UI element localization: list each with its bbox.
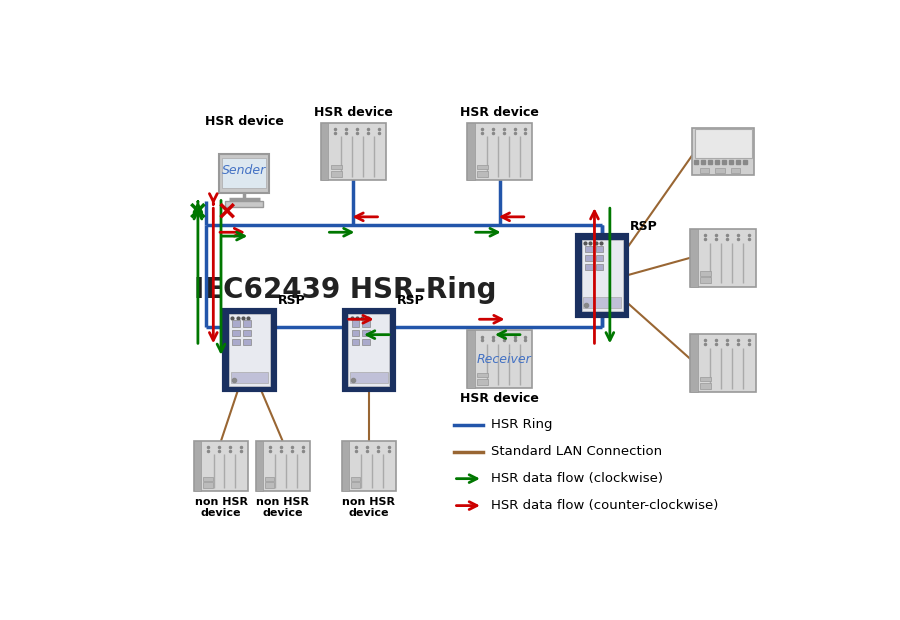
FancyBboxPatch shape <box>477 373 488 378</box>
Text: HSR Ring: HSR Ring <box>491 418 552 432</box>
FancyBboxPatch shape <box>232 321 240 327</box>
FancyBboxPatch shape <box>320 123 386 180</box>
FancyBboxPatch shape <box>596 246 603 252</box>
FancyBboxPatch shape <box>467 330 474 388</box>
FancyBboxPatch shape <box>330 165 341 169</box>
FancyBboxPatch shape <box>330 171 341 177</box>
Text: HSR device: HSR device <box>314 106 393 119</box>
FancyBboxPatch shape <box>352 330 359 336</box>
FancyBboxPatch shape <box>695 129 752 157</box>
FancyBboxPatch shape <box>256 441 263 490</box>
FancyBboxPatch shape <box>224 309 274 391</box>
FancyBboxPatch shape <box>256 441 310 490</box>
FancyBboxPatch shape <box>700 271 711 276</box>
FancyBboxPatch shape <box>265 482 274 487</box>
Text: Sender: Sender <box>222 164 266 177</box>
FancyBboxPatch shape <box>363 339 370 345</box>
Text: HSR device: HSR device <box>204 115 284 128</box>
FancyBboxPatch shape <box>690 334 698 392</box>
Text: non HSR
device: non HSR device <box>342 497 395 518</box>
FancyBboxPatch shape <box>320 123 328 180</box>
FancyBboxPatch shape <box>232 339 240 345</box>
FancyBboxPatch shape <box>467 123 533 180</box>
FancyBboxPatch shape <box>596 255 603 261</box>
FancyBboxPatch shape <box>203 482 212 487</box>
FancyBboxPatch shape <box>243 339 251 345</box>
FancyBboxPatch shape <box>363 321 370 327</box>
FancyBboxPatch shape <box>700 169 709 173</box>
FancyBboxPatch shape <box>700 383 711 389</box>
FancyBboxPatch shape <box>700 277 711 283</box>
FancyBboxPatch shape <box>577 235 627 316</box>
FancyBboxPatch shape <box>243 330 251 336</box>
FancyBboxPatch shape <box>585 246 592 252</box>
FancyBboxPatch shape <box>467 330 533 388</box>
FancyBboxPatch shape <box>477 379 488 385</box>
Text: Receiver: Receiver <box>476 353 531 366</box>
Text: RSP: RSP <box>277 294 305 308</box>
FancyBboxPatch shape <box>342 441 349 490</box>
FancyBboxPatch shape <box>222 157 266 188</box>
FancyBboxPatch shape <box>690 334 756 392</box>
Text: RSP: RSP <box>630 219 658 232</box>
FancyBboxPatch shape <box>700 376 711 381</box>
FancyBboxPatch shape <box>348 314 390 386</box>
FancyBboxPatch shape <box>477 165 488 169</box>
FancyBboxPatch shape <box>581 239 623 311</box>
FancyBboxPatch shape <box>352 321 359 327</box>
FancyBboxPatch shape <box>194 441 201 490</box>
FancyBboxPatch shape <box>690 229 756 286</box>
Text: non HSR
device: non HSR device <box>256 497 309 518</box>
FancyBboxPatch shape <box>731 169 740 173</box>
FancyBboxPatch shape <box>225 201 264 207</box>
Text: non HSR
device: non HSR device <box>194 497 248 518</box>
FancyBboxPatch shape <box>230 314 270 386</box>
FancyBboxPatch shape <box>350 372 388 383</box>
FancyBboxPatch shape <box>467 123 474 180</box>
FancyBboxPatch shape <box>352 339 359 345</box>
Text: HSR device: HSR device <box>460 106 539 119</box>
FancyBboxPatch shape <box>243 321 251 327</box>
FancyBboxPatch shape <box>203 477 212 481</box>
FancyBboxPatch shape <box>716 169 724 173</box>
FancyBboxPatch shape <box>219 154 269 193</box>
FancyBboxPatch shape <box>265 477 274 481</box>
FancyBboxPatch shape <box>363 330 370 336</box>
FancyBboxPatch shape <box>344 309 394 391</box>
Text: HSR data flow (clockwise): HSR data flow (clockwise) <box>491 472 662 485</box>
FancyBboxPatch shape <box>585 264 592 270</box>
Text: Standard LAN Connection: Standard LAN Connection <box>491 445 662 458</box>
Text: HSR device: HSR device <box>460 392 539 405</box>
FancyBboxPatch shape <box>692 128 754 175</box>
FancyBboxPatch shape <box>583 298 621 308</box>
FancyBboxPatch shape <box>596 264 603 270</box>
FancyBboxPatch shape <box>194 441 248 490</box>
FancyBboxPatch shape <box>342 441 396 490</box>
FancyBboxPatch shape <box>232 330 240 336</box>
FancyBboxPatch shape <box>477 171 488 177</box>
FancyBboxPatch shape <box>690 229 698 286</box>
FancyBboxPatch shape <box>585 255 592 261</box>
Text: RSP: RSP <box>397 294 425 308</box>
Text: IEC62439 HSR-Ring: IEC62439 HSR-Ring <box>194 276 497 304</box>
Text: HSR data flow (counter-clockwise): HSR data flow (counter-clockwise) <box>491 499 718 512</box>
FancyBboxPatch shape <box>230 372 268 383</box>
FancyBboxPatch shape <box>351 482 360 487</box>
FancyBboxPatch shape <box>351 477 360 481</box>
